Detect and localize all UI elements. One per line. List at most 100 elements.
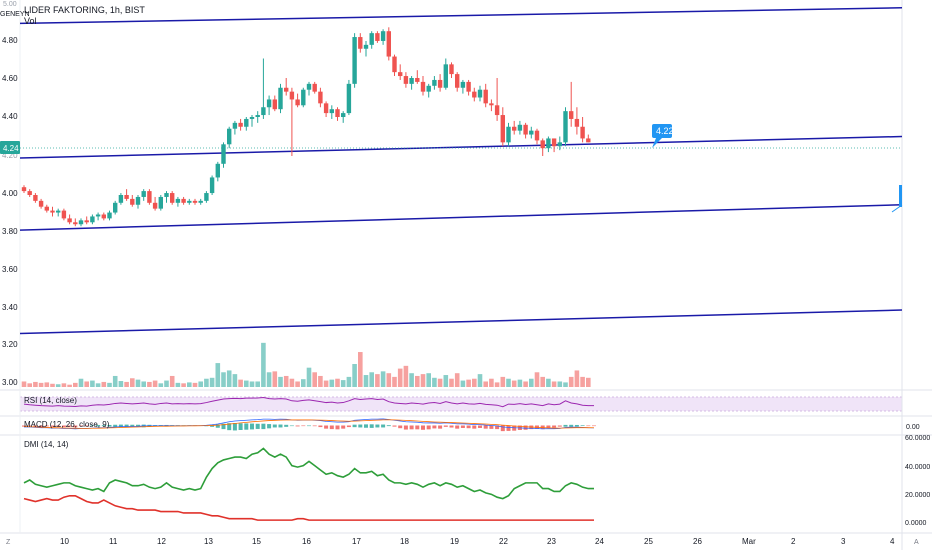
volume-bar [238,379,243,387]
channel-lines[interactable] [19,7,903,335]
volume-bar [124,381,129,387]
macd-histogram-bar [238,423,243,430]
volume-bar [426,373,431,387]
candle [443,58,448,90]
channel-line [19,204,903,231]
volume-bar [500,376,506,387]
macd-histogram-bar [346,425,351,428]
macd-tick: 0.00 [906,424,920,431]
volume-bar [33,381,38,387]
macd-histogram-bar [546,425,551,428]
candle [306,81,312,96]
candle [420,76,426,96]
candle [244,117,249,131]
candle [551,138,557,153]
macd-histogram-bar [96,425,101,427]
macd-histogram-bar [255,423,260,429]
macd-histogram-bar [443,425,448,427]
volume-bar [540,376,545,387]
time-tick: 19 [450,537,459,546]
macd-histogram-bar [79,425,83,427]
volume-bar [204,378,209,387]
volume-bar [312,372,317,387]
candle [61,208,67,221]
macd-signal-line [23,419,595,429]
macd-histogram-bar [56,425,61,427]
price-callout[interactable]: 4.22 [652,124,674,148]
macd-histogram-bar [592,425,596,427]
edge-marker [899,185,902,207]
candle [363,40,369,57]
candle [398,64,403,80]
candle [517,120,523,135]
macd-histogram-bar [449,425,454,428]
volume-bar [55,384,61,387]
candle [472,87,477,102]
candle [118,193,124,205]
candle [352,33,357,88]
price-tick: 3.00 [2,378,18,387]
volume-bar [323,380,329,387]
macd-histogram-bar [50,425,55,427]
volume-bar [44,382,50,387]
volume-bar [107,382,112,387]
candle [170,191,175,205]
volume-bar [472,378,477,387]
volume-bar [130,378,135,387]
macd-histogram-bar [244,423,249,430]
volume-bar [506,378,511,387]
candle [323,101,329,117]
time-axis[interactable]: 10 11 12 13 15 16 17 18 19 22 23 24 25 26 Mar 2 3 4 [60,537,895,546]
volume-bar [437,378,443,387]
macd-histogram-bar [523,425,528,430]
volume-bar [295,381,300,387]
volume-bar [141,381,146,387]
macd-histogram-bar [563,424,568,427]
macd-indicator [22,418,596,432]
candle [460,79,466,94]
candle [27,189,32,197]
volume-bar [249,381,255,387]
macd-histogram-bar [278,424,283,428]
macd-histogram-bar [130,424,135,427]
volume-bar [232,374,238,387]
volume-bar [112,375,118,387]
candle [192,198,198,205]
candle [369,31,374,49]
volume-bar [403,365,409,387]
volume-bar [392,376,397,387]
price-tick: 3.60 [2,265,18,274]
volume-bar [90,380,95,387]
macd-histogram-bar [557,425,562,427]
time-tick: 18 [400,537,409,546]
macd-histogram-bar [232,423,237,431]
volume-bar [420,374,426,387]
volume-bar [489,378,494,387]
time-axis-corner-right[interactable]: A [914,539,919,546]
macd-histogram-bar [495,425,500,430]
dmi-tick: 40.0000 [905,464,930,471]
volume-bar [340,380,346,387]
macd-histogram-bar [569,424,574,427]
volume-bar [557,381,563,387]
volume-bars [21,342,591,387]
candle [67,214,72,225]
volume-bar [386,373,392,387]
volume-bar [221,372,226,387]
macd-histogram-bar [466,425,471,429]
candle [38,198,44,209]
macd-histogram-bar [267,424,272,429]
price-scale[interactable]: 4.80 4.60 4.40 4.00 3.80 3.60 3.40 3.20 … [2,36,18,387]
current-price-label: 4.24 [3,144,19,153]
macd-histogram-bar [375,424,380,428]
time-tick: 12 [157,537,166,546]
time-tick: 22 [499,537,508,546]
time-axis-corner-left[interactable]: Z [6,539,11,546]
macd-histogram-bar [460,425,465,428]
candle [90,214,95,225]
volume-bar [449,378,454,387]
volume-bar [266,372,272,387]
macd-histogram-bar [352,424,357,428]
